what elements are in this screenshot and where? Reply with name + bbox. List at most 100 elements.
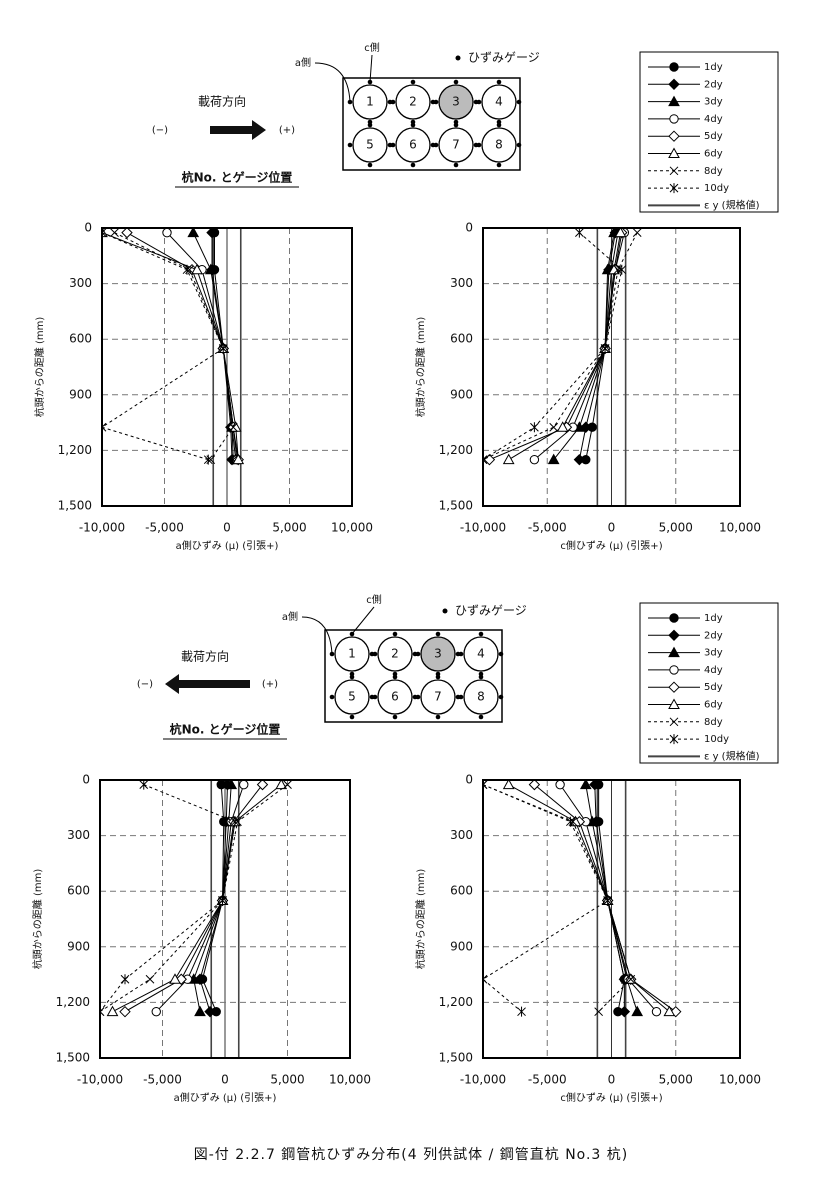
x-tick-label: 10,000: [331, 521, 373, 535]
pile: [352, 127, 388, 163]
marker: [528, 780, 541, 791]
legend-label: 4dy: [704, 114, 723, 125]
legend-label: 8dy: [704, 166, 723, 177]
x-tick-label: 10,000: [719, 521, 761, 535]
leader: [301, 616, 333, 655]
gauge-label: ひずみゲージ: [468, 51, 540, 65]
plus-label: (+): [262, 679, 278, 690]
plot-frame: [482, 227, 741, 507]
pile: [334, 679, 370, 715]
gauge-dot: [453, 122, 459, 128]
gauge-key: [442, 608, 448, 614]
marker: [483, 974, 488, 985]
c-side-label: c側: [364, 41, 380, 54]
y-tick-label: 900: [450, 387, 473, 401]
y-tick-label: 1,200: [58, 443, 92, 457]
gauge-dot: [498, 694, 504, 700]
pile-number: 3: [452, 95, 460, 109]
pile-number: 7: [452, 138, 460, 152]
marker: [668, 147, 680, 158]
marker: [225, 780, 238, 790]
pile: [438, 127, 474, 163]
load-arrow: [210, 120, 266, 140]
y-axis-label: 杭頭からの距離 (mm): [414, 869, 427, 970]
a-side-label: a側: [295, 56, 311, 69]
gauge-dot: [367, 122, 373, 128]
marker: [110, 228, 119, 237]
gauge-dot: [478, 631, 484, 637]
legend-label: ε y (規格値): [704, 198, 760, 211]
x-axis-label: a側ひずみ (μ) (引張+): [176, 539, 279, 552]
pile: [438, 84, 474, 120]
gauge-dot: [410, 162, 416, 168]
gauge-dot: [496, 122, 502, 128]
series: [483, 780, 612, 1017]
figure-caption: 図-付 2.2.7 鋼管杭ひずみ分布(4 列供試体 / 鋼管直杭 No.3 杭): [194, 1146, 629, 1163]
legend-label: ε y (規格値): [704, 749, 760, 762]
a-side-label: a側: [282, 610, 298, 623]
marker: [529, 454, 540, 465]
y-tick-label: 1,500: [58, 499, 92, 513]
legend-label: 6dy: [704, 700, 723, 711]
marker: [218, 343, 228, 354]
marker: [614, 228, 627, 238]
marker: [603, 895, 612, 906]
marker: [228, 422, 238, 432]
diagram-caption: 杭No. とゲージ位置: [170, 722, 281, 737]
marker: [617, 264, 627, 275]
pile-number: 2: [409, 95, 417, 109]
pile: [377, 679, 413, 715]
marker: [275, 780, 288, 790]
marker: [191, 263, 203, 275]
y-tick-label: 300: [69, 276, 92, 290]
y-axis-label: 杭頭からの距離 (mm): [414, 317, 427, 418]
legend-label: 10dy: [704, 734, 729, 745]
chart: -10,000 -5,000 0 5,000 10,000 0 300 600 900 1,200…: [33, 221, 373, 553]
gauge-dot: [458, 651, 464, 657]
y-tick-label: 0: [84, 221, 92, 235]
legend-label: 10dy: [704, 183, 729, 194]
marker: [517, 1006, 526, 1017]
pile-number: 7: [434, 690, 442, 704]
marker: [575, 228, 584, 238]
marker: [120, 974, 130, 985]
x-tick-label: -5,000: [528, 1073, 567, 1087]
marker: [566, 816, 575, 827]
marker: [613, 265, 623, 275]
marker: [600, 343, 610, 354]
gauge-dot: [476, 142, 482, 148]
marker: [668, 78, 680, 91]
chart: -10,000 -5,000 0 5,000 10,000 0 300 600 900 1,200…: [31, 773, 371, 1105]
marker: [283, 780, 292, 789]
legend-label: 5dy: [704, 682, 723, 693]
marker: [119, 1005, 131, 1018]
marker: [239, 780, 249, 790]
y-tick-label: 900: [69, 387, 92, 401]
pile: [420, 636, 456, 672]
marker: [549, 422, 559, 432]
marker: [668, 130, 680, 142]
y-axis-label: 杭頭からの距離 (mm): [31, 869, 44, 970]
y-tick-label: 1,500: [439, 499, 473, 513]
pile-number: 1: [366, 95, 374, 109]
gauge-dot: [476, 99, 482, 105]
y-tick-label: 300: [450, 828, 473, 842]
marker: [668, 646, 680, 658]
marker: [502, 453, 515, 465]
x-tick-label: -10,000: [79, 521, 125, 535]
y-tick-label: 900: [67, 939, 90, 953]
legend-label: 4dy: [704, 665, 723, 676]
y-tick-label: 600: [450, 332, 473, 346]
minus-label: (−): [152, 125, 168, 136]
x-tick-label: 10,000: [329, 1073, 371, 1087]
pile: [352, 84, 388, 120]
gauge-dot: [415, 651, 421, 657]
gauge-dot: [349, 674, 355, 680]
marker: [668, 95, 680, 107]
y-tick-label: 1,200: [56, 995, 90, 1009]
pile: [463, 679, 499, 715]
load-arrow: [165, 674, 250, 694]
series: [483, 228, 627, 465]
gauge-dot: [392, 714, 398, 720]
pile-number: 2: [391, 647, 399, 661]
